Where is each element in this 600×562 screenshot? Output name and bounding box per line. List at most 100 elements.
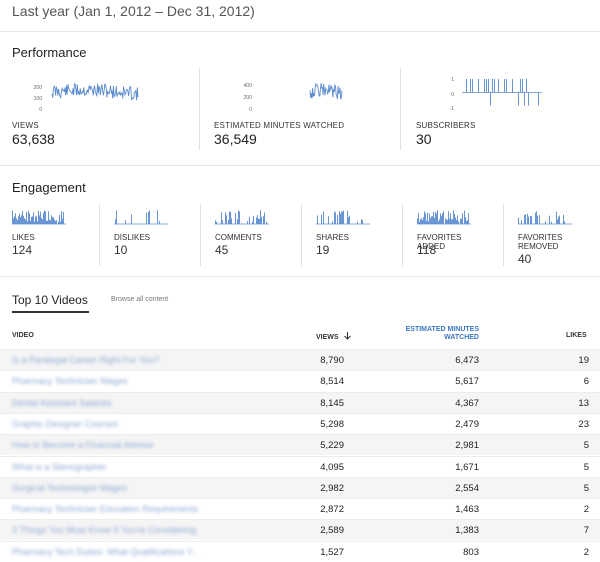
column-header-minutes[interactable]: ESTIMATED MINUTES WATCHED: [405, 326, 479, 341]
sparkline-bar: [454, 213, 455, 224]
sparkline-bar: [528, 92, 529, 106]
views-cell: 8,790: [320, 355, 344, 366]
sparkline-bar: [159, 220, 160, 224]
sparkline-bar: [32, 216, 33, 224]
tick-label: 400: [243, 83, 252, 89]
table-row[interactable]: What is a Stenographer 4,095 1,671 5: [0, 455, 600, 477]
divider: [301, 204, 302, 266]
sparkline-bar: [451, 219, 452, 224]
sparkline-bar: [12, 210, 13, 224]
sparkline-bar: [439, 219, 440, 224]
sparkline-bar: [33, 212, 34, 224]
table-row[interactable]: Is a Paralegal Career Right For You? 8,79…: [0, 349, 600, 370]
sparkline-bar: [60, 221, 61, 224]
sparkline-bar: [535, 212, 536, 224]
subscribers-sparkline: [462, 79, 542, 106]
sparkline-bar: [436, 213, 437, 224]
table-row[interactable]: Pharmacy Technician Education Requiremen…: [0, 498, 600, 519]
table-row[interactable]: Pharmacy Technician Wages 8,514 5,617 6: [0, 370, 600, 391]
sparkline-bar: [564, 221, 565, 224]
sparkline-bar: [455, 217, 456, 224]
video-title-link[interactable]: Graphic Designer Courses: [12, 418, 119, 429]
sparkline-bar: [56, 220, 57, 224]
sparkline-bar: [221, 212, 222, 224]
table-row[interactable]: How to Become a Financial Advisor 5,229 2,…: [0, 434, 600, 456]
column-header-likes[interactable]: LIKES: [566, 332, 587, 339]
sparkline-bar: [530, 216, 531, 224]
video-title-link[interactable]: Surgical Technologist Wages: [12, 482, 128, 493]
sparkline-bar: [148, 211, 149, 224]
likes-cell: 6: [583, 376, 589, 388]
sparkline-bar: [39, 215, 40, 224]
sparkline-bar: [484, 79, 485, 93]
video-title-link[interactable]: What is a Stenographer: [12, 461, 107, 472]
sparkline-bar: [520, 79, 521, 93]
video-title-link[interactable]: Pharmacy Tech Duties: What Qualification…: [12, 546, 200, 557]
sparkline-bar: [323, 211, 324, 224]
table-row[interactable]: Pharmacy Tech Duties: What Qualification…: [0, 540, 600, 562]
divider: [0, 31, 600, 32]
sparkline-bar: [427, 212, 428, 224]
sparkline-bar: [492, 79, 493, 93]
tick-label: 0: [451, 92, 454, 98]
video-title-link[interactable]: Dental Assistant Salaries: [12, 397, 112, 408]
minutes-sparkline: [309, 82, 343, 100]
sparkline-bar: [362, 220, 363, 224]
sparkline-bar: [337, 215, 338, 224]
tab-top-10-videos[interactable]: Top 10 Videos: [12, 293, 88, 307]
sparkline-bar: [36, 215, 37, 224]
column-header-video[interactable]: VIDEO: [12, 332, 34, 339]
sparkline-bar: [53, 217, 54, 224]
video-title-link[interactable]: How to Become a Financial Advisor: [12, 440, 154, 451]
sparkline-bar: [31, 216, 32, 224]
video-title-link[interactable]: Pharmacy Technician Education Requiremen…: [12, 504, 199, 515]
sparkline-bar: [498, 79, 499, 93]
sparkline-bar: [531, 216, 532, 224]
sparkline-bar: [260, 210, 261, 224]
sparkline-bar: [341, 211, 342, 224]
sparkline-bar: [44, 210, 45, 224]
sparkline-bar: [50, 220, 51, 224]
sparkline-bar: [328, 216, 329, 224]
sparkline-bar: [317, 215, 318, 224]
arrow-down-icon: [343, 332, 351, 340]
table-row[interactable]: Dental Assistant Salaries 8,145 4,367 13: [0, 391, 600, 413]
sparkline-bar: [440, 213, 441, 224]
sparkline-bar: [524, 215, 525, 224]
sparkline-bar: [486, 79, 487, 93]
video-title-link[interactable]: Is a Paralegal Career Right For You?: [12, 355, 160, 365]
date-range[interactable]: Last year (Jan 1, 2012 – Dec 31, 2012): [12, 3, 255, 19]
views-label: VIEWS: [12, 121, 39, 130]
sparkline-bar: [115, 219, 116, 224]
sparkline-bar: [62, 218, 63, 224]
sparkline-bar: [48, 211, 49, 224]
video-title-link[interactable]: Pharmacy Technician Wages: [12, 376, 128, 387]
sparkline-bar: [13, 218, 14, 224]
sparkline-bar: [157, 210, 158, 224]
sparkline-bar: [26, 211, 27, 224]
sparkline-bar: [228, 219, 229, 224]
sparkline-bar: [421, 218, 422, 224]
sparkline-bar: [14, 216, 15, 224]
browse-all-content-link[interactable]: Browse all content: [111, 296, 169, 303]
sparkline-bar: [437, 210, 438, 224]
sparkline-bar: [239, 211, 240, 224]
table-row[interactable]: Surgical Technologist Wages 2,982 2,554 5: [0, 476, 600, 498]
sparkline-bar: [215, 220, 216, 224]
sparkline-bar: [225, 212, 226, 224]
column-header-views[interactable]: VIEWS: [316, 332, 351, 341]
engagement-sparkline: [12, 210, 66, 225]
likes-cell: 7: [583, 525, 589, 537]
sparkline-bar: [20, 217, 21, 224]
tick-label: 200: [243, 95, 252, 101]
video-title-link[interactable]: 3 Things You Must Know If You're Conside…: [12, 525, 197, 536]
sparkline-bar: [230, 211, 231, 224]
sparkline-bar: [43, 212, 44, 224]
likes-cell: 13: [578, 397, 589, 409]
table-row[interactable]: 3 Things You Must Know If You're Conside…: [0, 519, 600, 541]
sparkline-bar: [18, 216, 19, 224]
sparkline-bar: [347, 210, 348, 224]
subscribers-value: 30: [416, 131, 432, 147]
table-row[interactable]: Graphic Designer Courses 5,298 2,479 23: [0, 412, 600, 434]
sparkline-bar: [504, 79, 505, 93]
